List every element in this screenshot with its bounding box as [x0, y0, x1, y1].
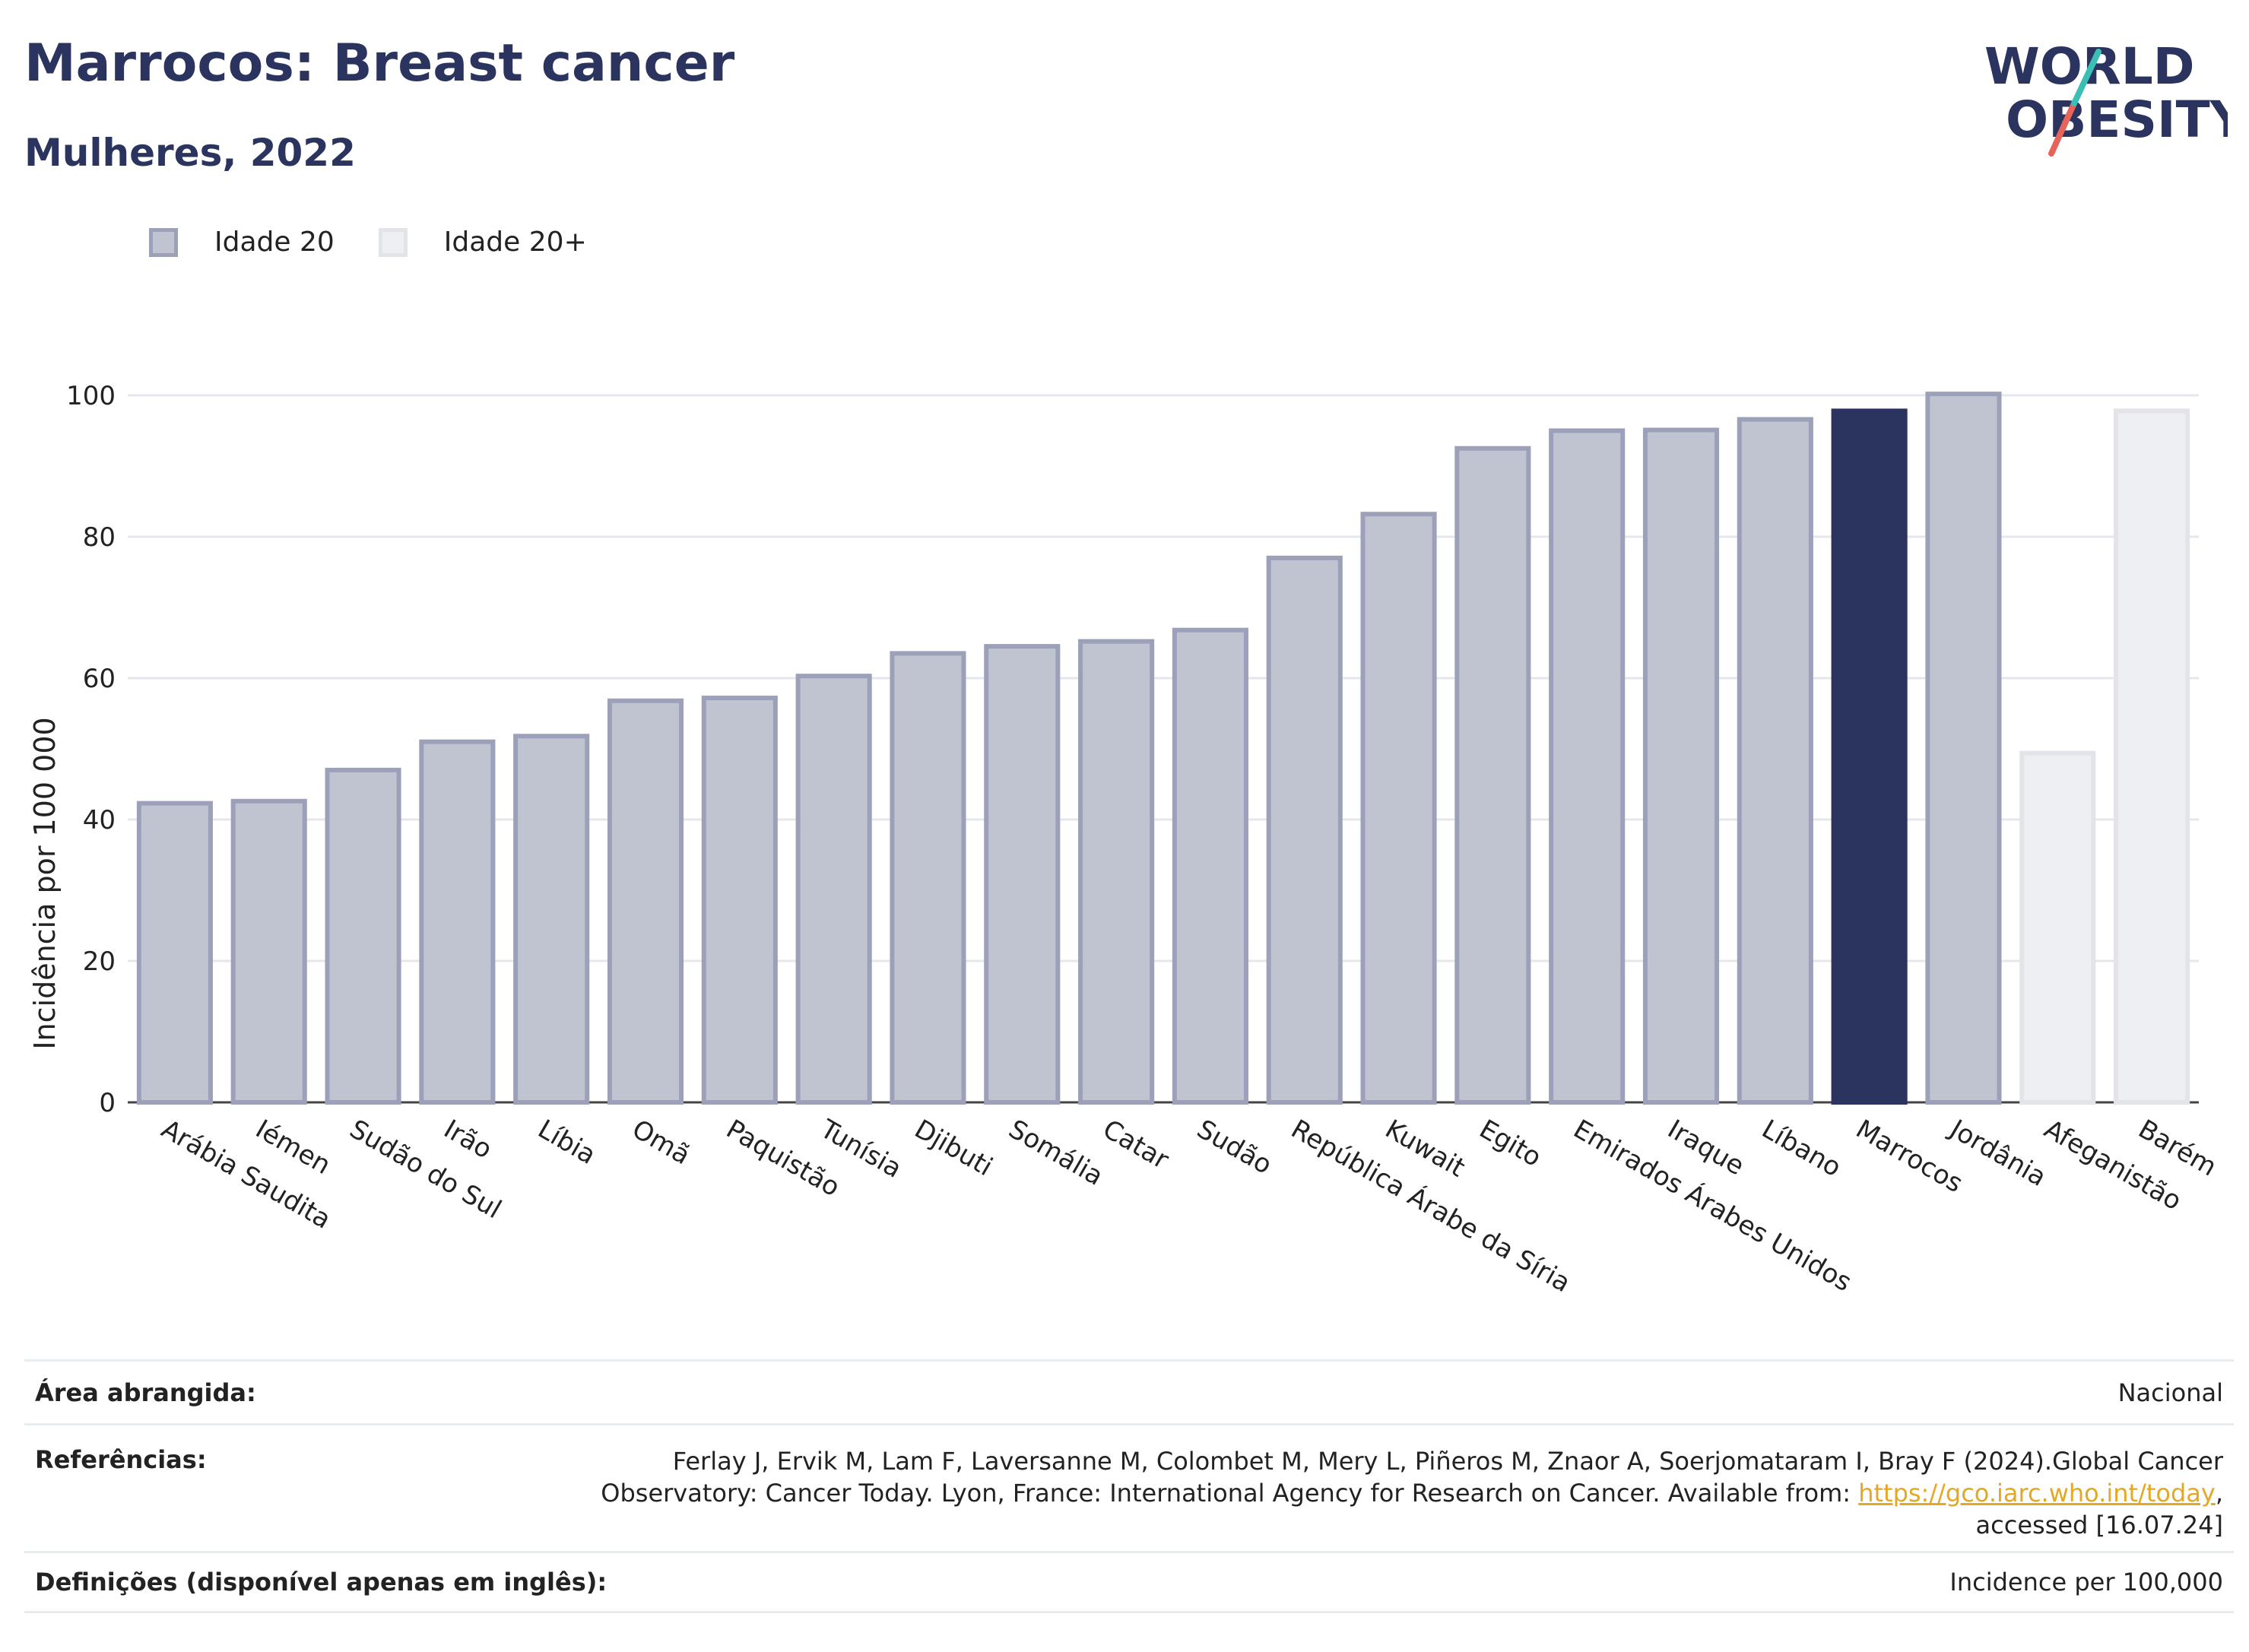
- bar-líbia[interactable]: [513, 734, 590, 1105]
- y-tick-label: 100: [66, 381, 116, 411]
- page-title: Marrocos: Breast cancer: [24, 33, 735, 94]
- bar-kuwait[interactable]: [1360, 512, 1437, 1105]
- y-tick-label: 0: [99, 1088, 116, 1118]
- y-tick-label: 60: [83, 664, 116, 694]
- bars: [136, 392, 2190, 1105]
- info-table: Área abrangida: Nacional Referências: Fe…: [24, 1359, 2234, 1613]
- bar-somália[interactable]: [984, 644, 1061, 1105]
- chart-legend: Idade 20 Idade 20+: [149, 227, 631, 258]
- x-tick-label: Somália: [1004, 1114, 1109, 1192]
- bar-iémen[interactable]: [230, 798, 307, 1105]
- info-label: Área abrangida:: [35, 1378, 256, 1407]
- y-axis-ticks: 0 20 40 60 80 100: [66, 381, 116, 1118]
- bar-barém[interactable]: [2114, 408, 2190, 1105]
- bar-catar[interactable]: [1078, 639, 1155, 1105]
- legend-label: Idade 20: [214, 227, 335, 258]
- logo-slash-teal: [2071, 49, 2101, 106]
- bar-arábia-saudita[interactable]: [136, 801, 213, 1105]
- x-tick-label: Djibuti: [909, 1114, 998, 1182]
- bar-egito[interactable]: [1454, 446, 1531, 1105]
- y-axis-label: Incidência por 100 000: [28, 717, 62, 1049]
- y-tick-label: 80: [83, 522, 116, 553]
- bar-líbano[interactable]: [1737, 417, 1813, 1105]
- legend-label: Idade 20+: [443, 227, 587, 258]
- bar-paquistão[interactable]: [701, 696, 778, 1105]
- world-obesity-logo: WORLD OBESITY: [1984, 37, 2228, 157]
- info-value: Ferlay J, Ervik M, Lam F, Laversanne M, …: [601, 1447, 2223, 1539]
- legend-item-idade-20-plus[interactable]: Idade 20+: [378, 227, 587, 258]
- info-value: Nacional: [2117, 1378, 2223, 1407]
- bar-marrocos[interactable]: [1831, 408, 1908, 1105]
- bar-sudão[interactable]: [1172, 627, 1248, 1105]
- bar-república-árabe-da-síria[interactable]: [1266, 555, 1343, 1105]
- info-row-references: Referências: Ferlay J, Ervik M, Lam F, L…: [24, 1423, 2234, 1551]
- page-subtitle: Mulheres, 2022: [24, 131, 356, 175]
- logo-line-2: OBESITY: [2006, 90, 2228, 149]
- x-tick-label: Marrocos: [1851, 1114, 1968, 1199]
- bar-iraque[interactable]: [1642, 427, 1720, 1105]
- x-tick-label: Líbano: [1756, 1114, 1846, 1183]
- legend-swatch-idade-20: [149, 227, 178, 257]
- bar-irão[interactable]: [419, 739, 496, 1105]
- x-tick-label: Líbia: [533, 1114, 601, 1171]
- bar-emirados-árabes-unidos[interactable]: [1549, 428, 1626, 1105]
- legend-swatch-idade-20-plus: [378, 227, 408, 257]
- logo-slash-red: [2048, 100, 2077, 157]
- x-tick-label: Egito: [1474, 1114, 1546, 1173]
- bar-sudão-do-sul[interactable]: [325, 767, 401, 1105]
- y-tick-label: 40: [83, 805, 116, 836]
- bar-omã[interactable]: [607, 698, 684, 1105]
- bar-djibuti[interactable]: [890, 651, 966, 1105]
- info-row-definitions: Definições (disponível apenas em inglês)…: [24, 1551, 2234, 1613]
- x-tick-label: Arábia Saudita: [156, 1114, 335, 1235]
- bar-jordânia[interactable]: [1925, 392, 2002, 1105]
- bar-tunísia[interactable]: [795, 674, 872, 1105]
- bar-afeganistão[interactable]: [2019, 750, 2096, 1105]
- x-tick-label: Omã: [627, 1114, 696, 1171]
- info-row-area: Área abrangida: Nacional: [24, 1359, 2234, 1423]
- info-label: Definições (disponível apenas em inglês)…: [35, 1568, 607, 1597]
- info-value: Incidence per 100,000: [1949, 1568, 2223, 1597]
- x-tick-label: Sudão: [1191, 1114, 1277, 1181]
- x-tick-label: Catar: [1098, 1114, 1174, 1175]
- y-tick-label: 20: [83, 946, 116, 977]
- info-label: Referências:: [35, 1445, 207, 1474]
- x-tick-label: Irão: [439, 1114, 497, 1165]
- legend-item-idade-20[interactable]: Idade 20: [149, 227, 335, 258]
- reference-link[interactable]: https://gco.iarc.who.int/today: [1858, 1479, 2216, 1508]
